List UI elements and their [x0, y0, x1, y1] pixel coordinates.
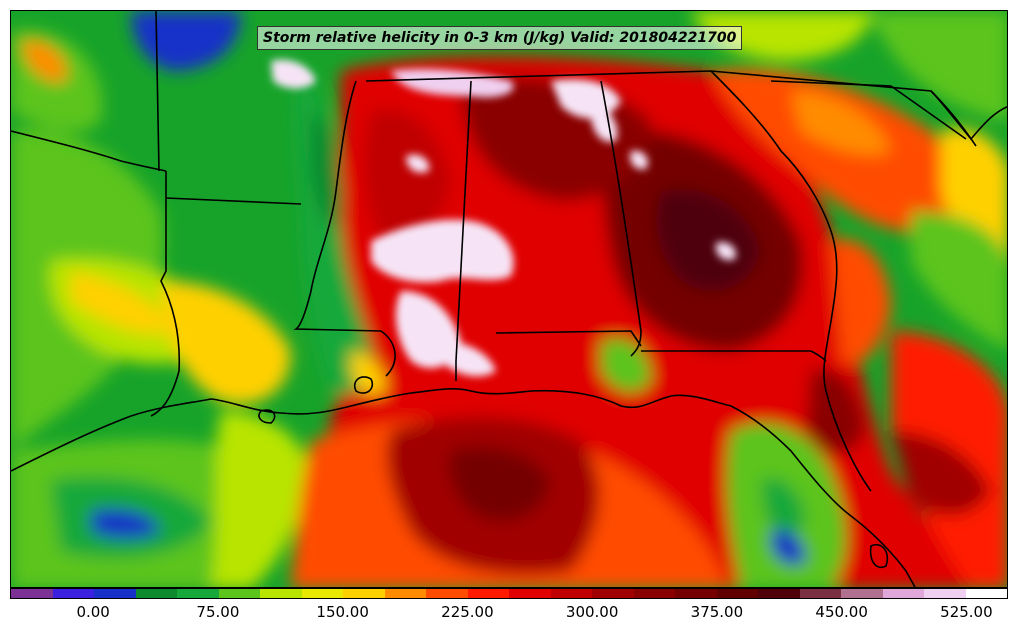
- colorbar-tick-label: 225.00: [441, 603, 494, 621]
- state-line-al-ga: [600, 80, 642, 357]
- state-line-tx-ok-north: [155, 11, 160, 172]
- colorbar-bin: [758, 589, 800, 598]
- colorbar-tick-label: 300.00: [565, 603, 619, 621]
- nc-coastline: [930, 90, 1007, 141]
- colorbar-bin: [11, 589, 53, 598]
- colorbar-bin: [841, 589, 883, 598]
- lake-okeechobee: [869, 544, 889, 568]
- colorbar-tick-labels: 0.00 75.00 150.00 225.00 300.00 375.00 450.00 5…: [10, 603, 1008, 623]
- colorbar-bin: [965, 589, 1007, 598]
- colorbar-tick-label: 0.00: [76, 603, 110, 621]
- map-title: Storm relative helicity in 0-3 km (J/kg)…: [257, 26, 743, 50]
- colorbar-bin: [675, 589, 717, 598]
- state-line-ga-sc: [710, 70, 832, 232]
- colorbar-tick-label: 150.00: [316, 603, 369, 621]
- colorbar-bin: [177, 589, 219, 598]
- colorbar-bin: [633, 589, 675, 598]
- state-line-ms: [293, 80, 396, 377]
- colorbar-tick-label: 450.00: [815, 603, 868, 621]
- colorbar-bin: [301, 589, 343, 598]
- colorbar-bin: [509, 589, 551, 598]
- colorbar-bin: [260, 589, 302, 598]
- state-line-nc-sc: [770, 80, 967, 140]
- extreme-helicity-areas: [271, 59, 736, 377]
- helicity-map: [11, 11, 1007, 587]
- colorbar-bin: [384, 589, 426, 598]
- colorbar-bin: [426, 589, 468, 598]
- map-panel: Storm relative helicity in 0-3 km (J/kg)…: [10, 10, 1008, 588]
- colorbar-bin: [882, 589, 924, 598]
- colorbar-bin: [550, 589, 592, 598]
- colorbar: [10, 588, 1008, 599]
- bay-outline: [258, 409, 276, 424]
- state-line-ga-fl: [641, 350, 827, 362]
- colorbar-bin: [467, 589, 509, 598]
- colorbar-tick-label: 525.00: [940, 603, 993, 621]
- boundaries: [11, 11, 1007, 587]
- colorbar-tick-label: 75.00: [196, 603, 240, 621]
- colorbar-bin: [135, 589, 177, 598]
- state-line-ms-al: [455, 80, 472, 381]
- colorbar-bin: [592, 589, 634, 598]
- colorbar-bin: [716, 589, 758, 598]
- colorbar-bin: [924, 589, 966, 598]
- colorbar-bin: [94, 589, 136, 598]
- state-line-ar-la: [165, 197, 302, 205]
- state-line-al-fl: [495, 330, 642, 347]
- gulf-coastline: [11, 388, 916, 587]
- helicity-field: [11, 11, 1007, 587]
- colorbar-bin: [52, 589, 94, 598]
- lake-pontchartrain: [353, 376, 374, 394]
- colorbar-bin: [218, 589, 260, 598]
- state-line-ok-tx: [11, 130, 167, 172]
- atlantic-coastline: [823, 230, 872, 492]
- colorbar-tick-label: 375.00: [690, 603, 744, 621]
- colorbar-bin: [343, 589, 385, 598]
- colorbar-bin: [799, 589, 841, 598]
